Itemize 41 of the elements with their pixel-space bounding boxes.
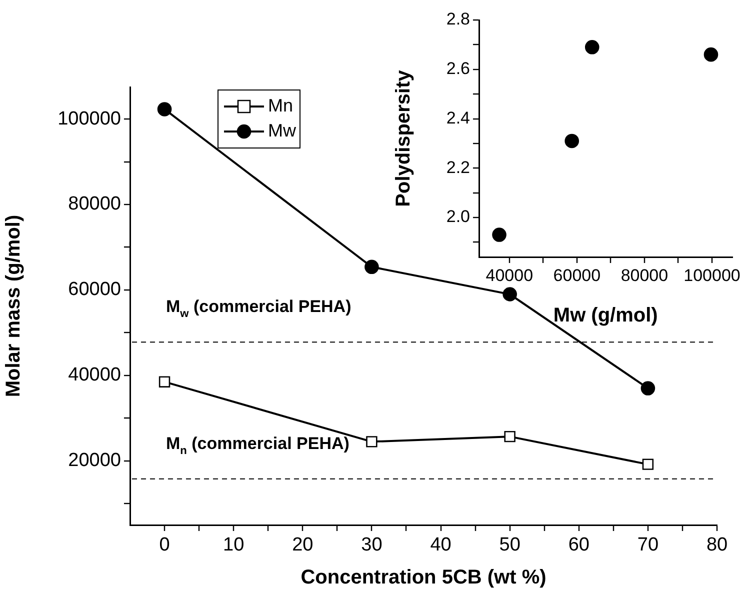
x-tick-label: 40000: [486, 266, 534, 285]
point: [642, 458, 654, 470]
y-tick-label: 2.0: [446, 207, 470, 226]
legend-label: Mw: [268, 120, 297, 140]
y-tick-label: 40000: [68, 364, 121, 386]
x-tick-label: 80: [706, 534, 728, 556]
y-tick-label: 2.6: [446, 59, 470, 78]
y-axis-title: Polydispersity: [392, 69, 415, 207]
x-tick-label: 30: [361, 534, 382, 556]
point: [504, 430, 516, 442]
legend-label: Mn: [268, 95, 294, 116]
point: [640, 381, 656, 396]
y-tick-label: 60000: [68, 279, 121, 300]
point: [564, 134, 580, 148]
y-tick-label: 2.4: [446, 108, 470, 128]
x-tick-label: 50: [499, 534, 520, 556]
x-tick-label: 20: [292, 534, 314, 556]
x-tick-label: 10: [223, 534, 244, 556]
point: [366, 436, 378, 448]
y-tick-label: 100000: [58, 108, 121, 130]
point: [158, 376, 170, 388]
y-tick-label: 80000: [68, 194, 121, 215]
y-tick-label: 20000: [68, 450, 121, 472]
x-tick-label: 70: [637, 534, 659, 556]
x-tick-label: 80000: [620, 266, 668, 285]
point: [502, 287, 517, 302]
point: [584, 40, 600, 54]
point: [364, 260, 379, 274]
y-tick-label: 2.2: [446, 158, 470, 177]
x-tick-label: 60: [568, 534, 590, 556]
x-tick-label: 40: [430, 534, 452, 556]
x-tick-label: 100000: [684, 266, 740, 285]
y-tick-label: 2.8: [446, 10, 470, 29]
y-axis-title: Molar mass (g/mol): [2, 214, 25, 398]
x-axis-title: Concentration 5CB (wt %): [300, 566, 546, 589]
point: [492, 228, 506, 242]
point: [704, 47, 718, 62]
x-tick-label: 0: [159, 534, 170, 556]
x-tick-label: 60000: [553, 266, 601, 285]
x-axis-title: Mw (g/mol): [553, 304, 658, 327]
point: [157, 102, 172, 116]
